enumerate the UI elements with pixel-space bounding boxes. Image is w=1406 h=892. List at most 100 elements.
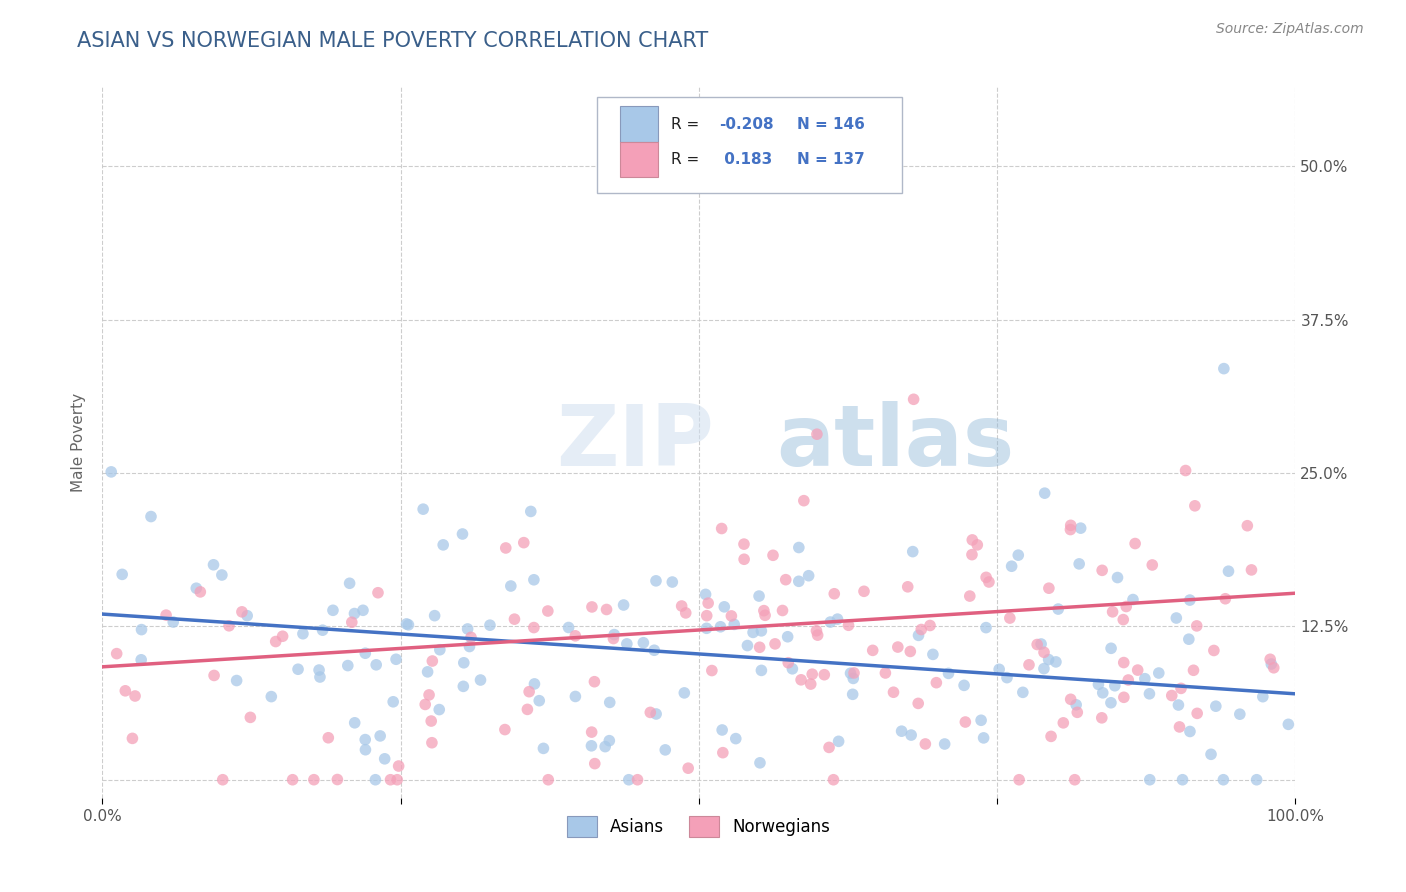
Point xyxy=(640,706,662,720)
Point xyxy=(1063,772,1085,787)
Point xyxy=(800,677,823,691)
Point xyxy=(271,629,294,643)
Point xyxy=(616,637,638,651)
Point xyxy=(645,574,668,588)
Point xyxy=(1060,692,1083,706)
Point xyxy=(772,603,794,617)
Point xyxy=(162,615,184,629)
Point xyxy=(231,605,253,619)
Point xyxy=(1033,486,1056,500)
Point xyxy=(1178,593,1201,607)
Point xyxy=(1126,663,1149,677)
Point xyxy=(762,549,785,563)
Point xyxy=(260,690,283,704)
Point xyxy=(218,619,240,633)
Point xyxy=(887,640,910,654)
Point xyxy=(380,772,402,787)
Point xyxy=(733,552,755,566)
Point xyxy=(308,663,330,677)
Point xyxy=(1047,602,1070,616)
Point xyxy=(724,731,747,746)
Point xyxy=(211,772,233,787)
Point xyxy=(827,612,849,626)
Point xyxy=(754,608,776,623)
Point xyxy=(516,702,538,716)
Point xyxy=(1091,686,1114,700)
Point xyxy=(617,772,640,787)
Point xyxy=(955,714,977,729)
Point xyxy=(918,618,941,632)
Point xyxy=(129,653,152,667)
Point xyxy=(495,541,517,555)
Point xyxy=(420,736,443,750)
Point xyxy=(1263,661,1285,675)
Point xyxy=(807,628,830,642)
Point xyxy=(202,668,225,682)
Point xyxy=(202,558,225,572)
Point xyxy=(973,731,995,745)
Point xyxy=(1091,563,1114,577)
Point xyxy=(720,608,742,623)
Point xyxy=(842,672,865,686)
Point xyxy=(1185,619,1208,633)
Point xyxy=(974,621,997,635)
Point xyxy=(155,608,177,623)
Point xyxy=(1185,706,1208,721)
Point xyxy=(460,630,482,644)
Point xyxy=(326,772,349,787)
Point xyxy=(643,643,665,657)
Point xyxy=(742,625,765,640)
FancyBboxPatch shape xyxy=(598,97,901,194)
Point xyxy=(797,568,820,582)
Point xyxy=(776,630,799,644)
Point xyxy=(1122,592,1144,607)
Point xyxy=(322,603,344,617)
Point xyxy=(890,724,912,739)
Point xyxy=(537,772,560,787)
Point xyxy=(696,608,718,623)
Point xyxy=(318,731,340,745)
Point xyxy=(1142,558,1164,572)
Point xyxy=(900,728,922,742)
Point xyxy=(711,723,734,737)
Point xyxy=(595,602,617,616)
Point xyxy=(581,599,603,614)
Point xyxy=(494,723,516,737)
Point xyxy=(953,678,976,692)
Point xyxy=(124,689,146,703)
Text: R =: R = xyxy=(672,117,704,132)
Point xyxy=(311,623,333,637)
Point xyxy=(787,541,810,555)
Point xyxy=(711,746,734,760)
Point xyxy=(533,741,555,756)
Point xyxy=(1064,698,1087,712)
Point xyxy=(1060,518,1083,533)
Point xyxy=(697,596,720,610)
Point xyxy=(396,617,419,632)
Point xyxy=(211,568,233,582)
Point xyxy=(281,772,304,787)
Text: N = 137: N = 137 xyxy=(797,153,865,167)
Point xyxy=(733,537,755,551)
Point xyxy=(366,657,388,672)
Point xyxy=(633,636,655,650)
Point xyxy=(114,683,136,698)
Point xyxy=(264,634,287,648)
Point xyxy=(676,761,699,775)
Point xyxy=(1123,536,1146,550)
Point xyxy=(1215,591,1237,606)
Point xyxy=(354,732,377,747)
Point xyxy=(922,648,945,662)
Point xyxy=(995,671,1018,685)
Point xyxy=(1218,564,1240,578)
Point xyxy=(1174,464,1197,478)
Point xyxy=(423,608,446,623)
Point xyxy=(453,679,475,693)
Point xyxy=(388,759,411,773)
Point xyxy=(523,573,546,587)
Point xyxy=(1026,638,1049,652)
Point xyxy=(818,740,841,755)
Point xyxy=(775,573,797,587)
Point xyxy=(343,607,366,621)
FancyBboxPatch shape xyxy=(620,106,658,142)
